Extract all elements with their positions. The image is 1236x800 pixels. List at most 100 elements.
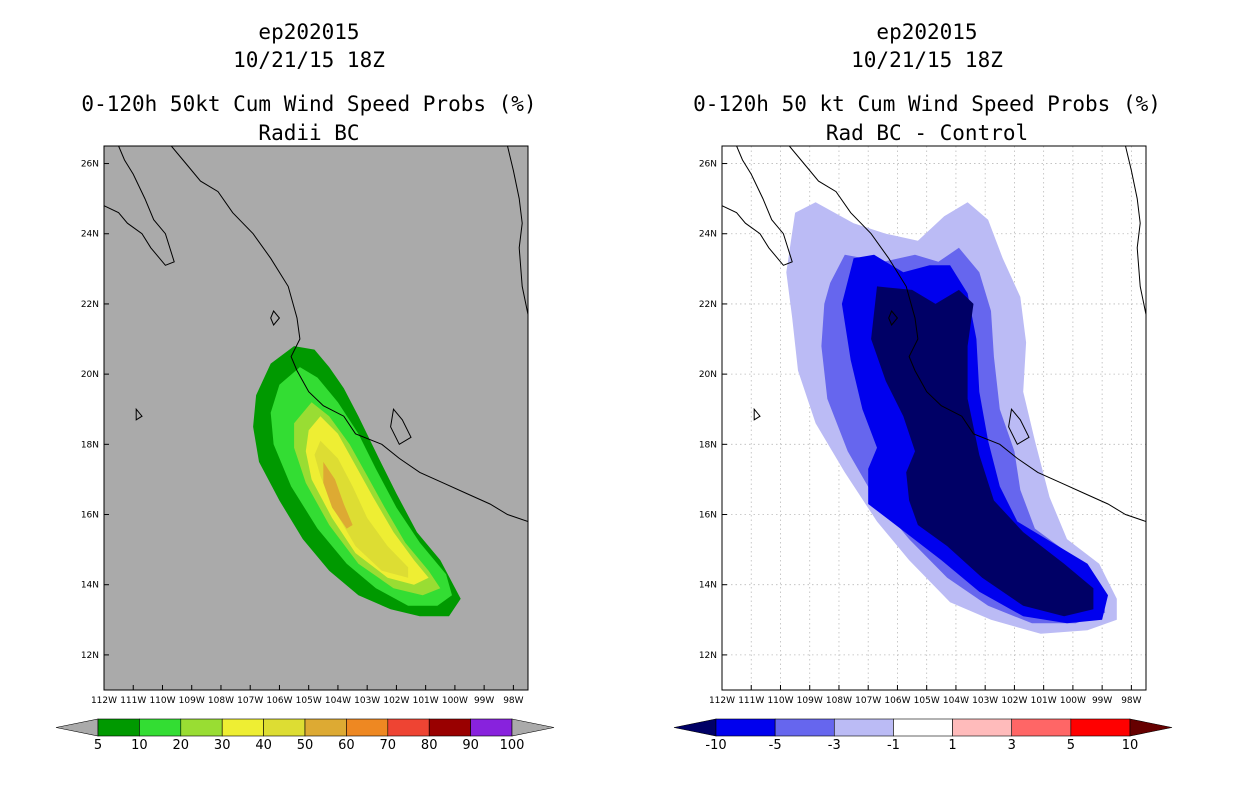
x-tick-label: 108W [826, 696, 852, 706]
colorbar-label: 1 [948, 738, 956, 753]
island-outline [1008, 408, 1030, 446]
colorbar-label: 40 [255, 738, 272, 753]
island-outline [888, 310, 899, 326]
y-tick-label: 16N [81, 511, 99, 521]
colorbar-swatch [387, 718, 430, 737]
colorbar-swatch [470, 718, 513, 737]
x-tick-label: 110W [149, 696, 175, 706]
chart-title-field: 0-120h 50 kt Cum Wind Speed Probs (%) [693, 92, 1161, 116]
x-tick-label: 102W [1001, 696, 1027, 706]
coastline [170, 146, 528, 522]
chart-title-field: 0-120h 50kt Cum Wind Speed Probs (%) [81, 92, 537, 116]
chart-title-datetime: 10/21/15 18Z [233, 48, 385, 72]
colorbar-swatch [1070, 718, 1131, 737]
colorbar-swatch [221, 718, 264, 737]
x-tick-label: 101W [413, 696, 439, 706]
x-tick-label: 99W [1092, 696, 1112, 706]
colorbar-label: 60 [338, 738, 355, 753]
y-tick-label: 22N [699, 300, 717, 310]
colorbar-label: -10 [705, 738, 726, 753]
colorbar-swatch [774, 718, 835, 737]
colorbar-label: 90 [462, 738, 479, 753]
plot-frame [103, 145, 529, 691]
colorbar-swatch [139, 718, 182, 737]
island-outline [390, 408, 412, 446]
colorbar-swatch [428, 718, 471, 737]
contour-region-level-40 [314, 440, 409, 578]
colorbar-label: -1 [887, 738, 900, 753]
x-tick-label: 110W [767, 696, 793, 706]
x-tick-label: 105W [914, 696, 940, 706]
colorbar-low-arrow [55, 718, 99, 737]
colorbar-swatch [1011, 718, 1072, 737]
left-map-chart: 112W 111W 110W 109W 108W 107W 106W 105W 104W 103W… [55, 145, 555, 753]
colorbar-low-arrow [673, 718, 717, 737]
left-panel: ep202015 10/21/15 18Z 0-120h 50kt Cum Wi… [55, 20, 555, 753]
x-tick-label: 99W [474, 696, 494, 706]
colorbar-swatch [952, 718, 1013, 737]
y-tick-label: 26N [81, 160, 99, 170]
right-panel: ep202015 10/21/15 18Z 0-120h 50 kt Cum W… [618, 0, 1236, 800]
x-tick-label: 106W [266, 696, 292, 706]
x-tick-label: 108W [208, 696, 234, 706]
colorbar-label: -5 [769, 738, 782, 753]
colorbar-label: 100 [500, 738, 525, 753]
y-tick-label: 12N [81, 651, 99, 661]
coastline [722, 146, 793, 266]
x-tick-label: 100W [1060, 696, 1086, 706]
island-outline [270, 310, 281, 326]
x-tick-label: 102W [383, 696, 409, 706]
x-tick-label: 106W [884, 696, 910, 706]
colorbar-label: 80 [421, 738, 438, 753]
x-tick-label: 112W [91, 696, 117, 706]
y-tick-label: 18N [81, 440, 99, 450]
colorbar-label: 10 [131, 738, 148, 753]
island-outline [753, 407, 761, 421]
x-tick-label: 98W [1121, 696, 1141, 706]
colorbar-swatch [97, 718, 140, 737]
colorbar-high-arrow [1129, 718, 1173, 737]
y-tick-label: 24N [699, 230, 717, 240]
x-tick-label: 109W [179, 696, 205, 706]
x-tick-label: 103W [354, 696, 380, 706]
x-tick-label: 111W [120, 696, 146, 706]
colorbar-swatch [893, 718, 953, 737]
y-tick-label: 14N [699, 581, 717, 591]
x-tick-label: 111W [738, 696, 764, 706]
coastline [1125, 146, 1146, 315]
colorbar-label: 5 [1067, 738, 1075, 753]
right-map-chart: 112W 111W 110W 109W 108W 107W 106W 105W 104W 103W… [673, 145, 1173, 753]
y-tick-label: 14N [81, 581, 99, 591]
coastline [104, 146, 175, 266]
x-tick-label: 109W [797, 696, 823, 706]
y-tick-label: 22N [81, 300, 99, 310]
colorbar-swatch [346, 718, 389, 737]
colorbar-swatch [180, 718, 223, 737]
x-tick-label: 104W [325, 696, 351, 706]
coastline [788, 146, 1146, 522]
x-tick-label: 103W [972, 696, 998, 706]
chart-title-storm-id: ep202015 [258, 20, 360, 44]
colorbar-label: -3 [828, 738, 841, 753]
colorbar-label: 10 [1122, 738, 1139, 753]
colorbar-high-arrow [511, 718, 555, 737]
island-outline [135, 407, 143, 421]
x-tick-label: 104W [943, 696, 969, 706]
y-tick-label: 20N [699, 370, 717, 380]
colorbar-label: 20 [173, 738, 190, 753]
y-tick-label: 12N [699, 651, 717, 661]
colorbar-swatch [715, 718, 776, 737]
colorbar-swatch [304, 718, 347, 737]
colorbar-label: 50 [297, 738, 314, 753]
x-tick-label: 100W [442, 696, 468, 706]
y-tick-label: 26N [699, 160, 717, 170]
contour-region-level-50 [323, 461, 353, 529]
colorbar-swatch [833, 718, 894, 737]
x-tick-label: 98W [503, 696, 523, 706]
chart-title-storm-id: ep202015 [876, 20, 978, 44]
plot-frame [721, 145, 1147, 691]
y-tick-label: 16N [699, 511, 717, 521]
y-tick-label: 18N [699, 440, 717, 450]
chart-subtitle: Radii BC [258, 121, 360, 145]
x-tick-label: 112W [709, 696, 735, 706]
